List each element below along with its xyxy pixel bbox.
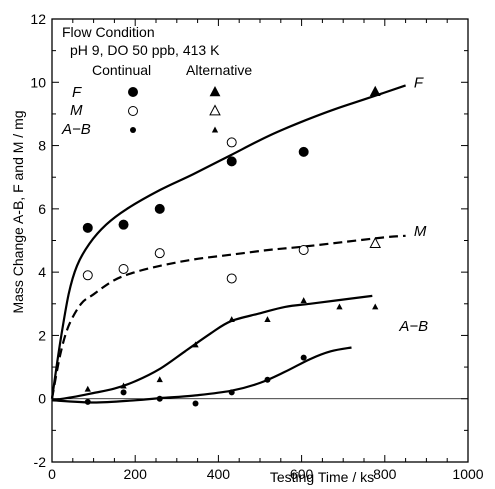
curve-label-m: M [414, 223, 427, 240]
y-tick-label: 2 [38, 327, 46, 343]
axis-ticks [51, 18, 469, 463]
point-f-continual [226, 156, 237, 167]
point-a-b-continual [120, 389, 127, 396]
point-a-b-alternative [156, 376, 163, 383]
point-f-continual [82, 222, 93, 233]
curve-m [50, 234, 406, 399]
x-tick-label: 1000 [452, 466, 483, 482]
y-tick-label: 0 [38, 391, 46, 407]
point-a-b-continual [156, 395, 163, 402]
legend-marker-filled-triangle-small [211, 126, 219, 133]
point-a-b-alternative [336, 303, 343, 310]
y-tick-label: 6 [38, 201, 46, 217]
legend: Flow Condition pH 9, DO 50 ppb, 413 K Co… [61, 24, 252, 138]
curve-label-f: F [414, 74, 424, 91]
point-a-b-continual [264, 376, 271, 383]
y-tick-label: 10 [30, 74, 46, 90]
legend-row-ab-label: A−B [61, 121, 91, 138]
x-tick-label: 800 [373, 466, 397, 482]
x-tick-label: 400 [207, 466, 231, 482]
data-points [82, 85, 382, 407]
x-tick-label: 0 [48, 466, 56, 482]
legend-marker-filled-circle-large [128, 87, 138, 97]
y-tick-label: -2 [34, 454, 47, 470]
y-tick-label: 4 [38, 264, 46, 280]
point-m-continual [154, 248, 165, 259]
legend-marker-open-circle [128, 106, 138, 116]
fitted-curves [50, 84, 406, 404]
curve-label-a-b: A−B [398, 318, 428, 335]
legend-marker-filled-triangle-large [209, 86, 221, 97]
point-a-b-alternative [300, 297, 307, 304]
point-m-continual [226, 137, 237, 148]
point-a-b-alternative [120, 382, 127, 389]
point-a-b-alternative [84, 385, 91, 392]
x-tick-label: 200 [124, 466, 148, 482]
point-f-continual [154, 203, 165, 214]
point-m-continual [226, 273, 237, 284]
point-a-b-alternative [228, 316, 235, 323]
y-tick-label: 8 [38, 138, 46, 154]
point-a-b-continual [192, 400, 199, 407]
point-a-b-alternative [372, 303, 379, 310]
point-a-b-alternative [264, 316, 271, 323]
point-m-continual [118, 263, 129, 274]
legend-subtitle: pH 9, DO 50 ppb, 413 K [70, 42, 220, 58]
point-a-b-alternative [192, 341, 199, 348]
x-tick-label: 600 [290, 466, 314, 482]
point-f-continual [298, 146, 309, 157]
legend-title: Flow Condition [62, 24, 155, 40]
legend-col-continual: Continual [92, 62, 151, 78]
legend-col-alternative: Alternative [186, 62, 252, 78]
legend-row-m-label: M [70, 102, 83, 119]
point-f-continual [118, 219, 129, 230]
y-axis-title: Mass Change A-B, F and M / mg [10, 110, 26, 313]
legend-row-f-label: F [72, 84, 82, 101]
legend-marker-open-triangle [209, 104, 221, 116]
point-a-b-continual [84, 398, 91, 405]
curve-a-b-lower [51, 346, 352, 404]
curve-a-b-upper [51, 294, 373, 402]
x-axis-title: Testing Time / ks [270, 469, 374, 485]
point-a-b-continual [300, 354, 307, 361]
point-m-continual [82, 270, 93, 281]
legend-marker-filled-circle-small [130, 127, 136, 133]
point-a-b-continual [228, 389, 235, 396]
point-m-alternative [369, 237, 382, 249]
point-f-alternative [369, 85, 381, 96]
curve-f [50, 84, 406, 399]
point-m-continual [298, 244, 309, 255]
curve-labels: F M A−B [398, 74, 428, 335]
y-tick-label: 12 [30, 11, 46, 27]
